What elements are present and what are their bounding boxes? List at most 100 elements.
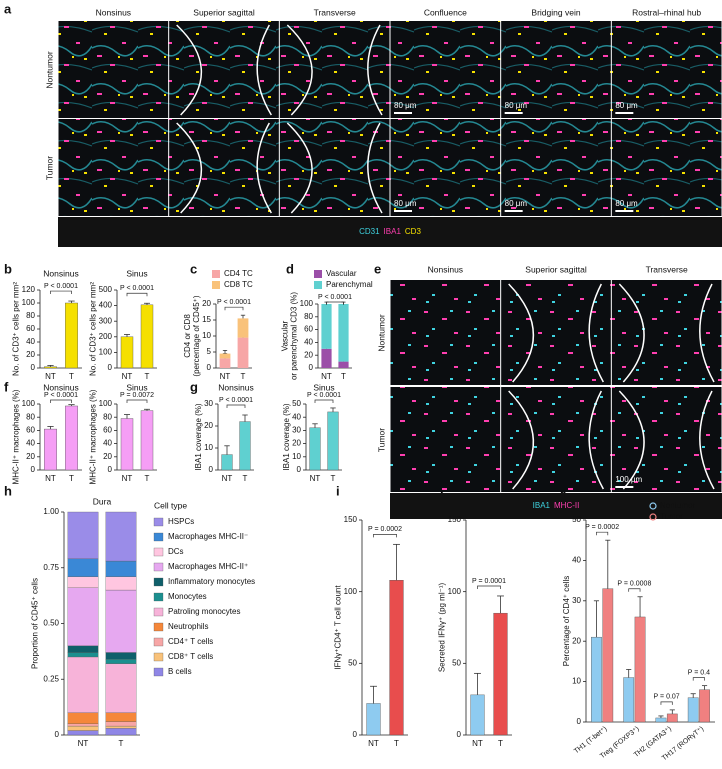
scale-bar-label: 80 μm: [505, 199, 528, 208]
bar-segment: [67, 558, 99, 577]
y-tick-label: 120: [22, 285, 36, 294]
y-tick-label: 30: [572, 596, 581, 605]
micrograph: [58, 119, 169, 216]
legend-label: Vascular: [326, 269, 357, 278]
legend-label: Monocytes: [168, 592, 207, 601]
y-tick-label: 0: [207, 363, 212, 372]
bar-segment: [105, 659, 137, 664]
bar: [493, 612, 508, 736]
bar-segment: [105, 725, 137, 729]
micrograph: [390, 21, 501, 118]
chart-title: Sinus: [126, 268, 147, 278]
y-tick-label: 10: [292, 452, 301, 461]
legend-swatch: [153, 532, 164, 542]
scale-bar-label: 80 μm: [615, 199, 638, 208]
bar: [140, 410, 154, 471]
y-tick-label: 0.75: [43, 563, 59, 572]
y-tick-label: 100: [99, 348, 113, 357]
bar-segment: [67, 656, 99, 713]
y-tick-label: 20: [103, 452, 112, 461]
bar-segment: [67, 712, 99, 725]
bar: [591, 636, 602, 723]
chart-title: Nonsinus: [218, 382, 253, 392]
significance-bracket: [326, 301, 344, 305]
y-tick-label: 50: [452, 658, 461, 667]
y-tick-label: 10: [204, 443, 213, 452]
bar-segment: [105, 560, 137, 577]
legend-label: Nontumor: [660, 501, 695, 510]
p-value: P < 0.0001: [318, 294, 352, 301]
legend-label: B cells: [168, 667, 192, 676]
y-axis-label: (percentage of CD45⁺): [192, 295, 201, 376]
y-axis-label: No. of CD3⁺ cells per mm²: [88, 282, 97, 376]
x-tick-label: T: [119, 739, 124, 748]
y-axis-label: Percentage of CD4⁺ cells: [562, 576, 571, 667]
legend-label: CD8 TC: [224, 280, 253, 289]
y-tick-label: 40: [26, 337, 35, 346]
y-tick-label: 0: [31, 465, 36, 474]
significance-bracket: [226, 404, 246, 408]
bar-segment: [105, 576, 137, 591]
y-tick-label: 40: [572, 556, 581, 565]
sinus-outline: [508, 390, 604, 490]
legend-swatch: [153, 637, 164, 647]
y-tick-label: 100: [22, 298, 36, 307]
bar: [602, 588, 614, 723]
bar-segment: [67, 645, 99, 653]
x-tick-label: T: [331, 474, 336, 483]
y-tick-label: 60: [103, 426, 112, 435]
legend-strip: [58, 217, 722, 247]
p-value: P < 0.0001: [44, 283, 78, 290]
micrograph: [501, 280, 611, 385]
y-tick-label: 80: [103, 412, 112, 421]
bar-segment: [67, 730, 99, 736]
bar-segment: [321, 348, 332, 368]
bar-segment: [338, 304, 349, 362]
y-tick-label: 20: [26, 350, 35, 359]
bar-segment: [105, 652, 137, 660]
micrograph: [611, 280, 722, 385]
bar-segment: [105, 728, 137, 736]
y-axis-label: MHC-II⁺ macrophages (%): [11, 389, 20, 484]
legend-marker: [649, 513, 657, 521]
stain-label: IBA1: [533, 501, 551, 510]
bar-segment: [338, 361, 349, 368]
stain-label: CD3: [405, 227, 422, 236]
y-tick-label: 30: [204, 399, 213, 408]
bar: [239, 421, 251, 471]
stain-label: IBA1: [384, 227, 402, 236]
p-value: P < 0.0001: [120, 285, 154, 292]
y-tick-label: 0: [353, 730, 358, 739]
row-label: Tumor: [44, 156, 54, 180]
micrograph: [390, 387, 501, 492]
significance-bracket: [50, 399, 72, 403]
y-tick-label: 300: [99, 316, 113, 325]
column-header: Superior sagittal: [193, 7, 255, 17]
p-value: P = 0.0072: [120, 392, 154, 399]
y-tick-label: 40: [292, 412, 301, 421]
significance-bracket: [477, 585, 501, 589]
bar-segment: [105, 589, 137, 653]
x-tick-label: NT: [122, 474, 133, 483]
y-tick-label: 20: [572, 636, 581, 645]
y-tick-label: 150: [448, 515, 462, 524]
x-tick-label: NT: [321, 372, 332, 381]
legend-strip: [390, 493, 722, 519]
column-header: Transverse: [314, 7, 356, 17]
x-tick-label: NT: [222, 474, 233, 483]
y-tick-label: 0: [31, 363, 36, 372]
legend-swatch: [153, 547, 164, 557]
x-tick-label: NT: [368, 739, 379, 748]
x-tick-label: T: [243, 474, 248, 483]
sinus-outline: [286, 24, 383, 116]
chart-title: Sinus: [313, 382, 334, 392]
row-label: Nontumor: [376, 314, 386, 351]
y-tick-label: 40: [304, 338, 313, 347]
y-tick-label: 20: [202, 299, 211, 308]
panel-label: g: [190, 379, 198, 394]
y-tick-label: 100: [22, 399, 36, 408]
micrograph: [611, 21, 722, 118]
bar: [120, 418, 134, 471]
legend-swatch: [153, 622, 164, 632]
bar: [366, 703, 381, 736]
